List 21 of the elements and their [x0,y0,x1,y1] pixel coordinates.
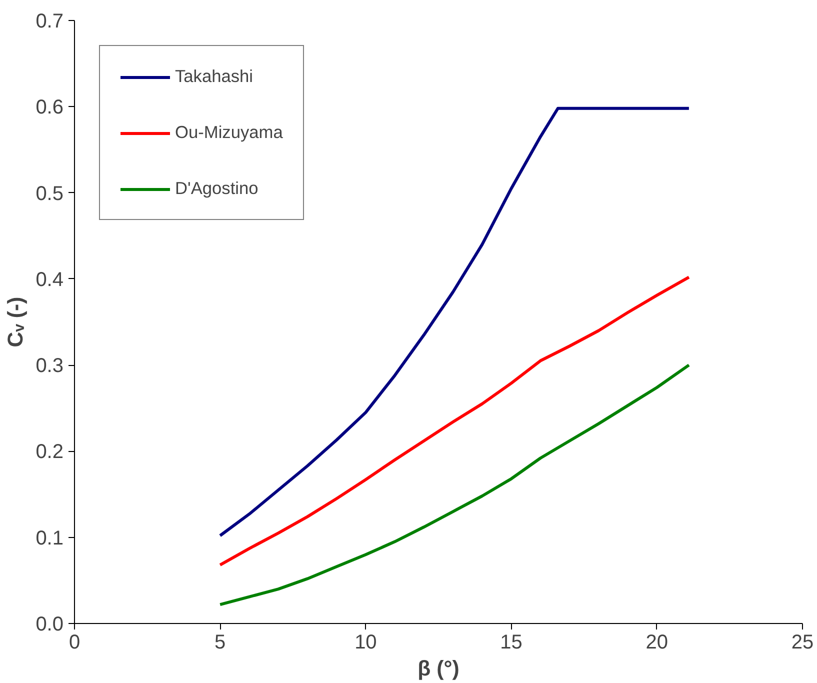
x-tick-label: 0 [68,632,80,654]
x-tick-label: 20 [646,632,668,654]
y-tick-label: 0.1 [36,527,64,550]
y-tick-label: 0.2 [36,441,64,464]
y-tick-label: 0.3 [36,355,64,378]
legend-label: Takahashi [175,66,254,87]
y-axis-title: Cᵥ (-) [4,296,28,348]
x-tick-label: 15 [500,632,522,654]
x-tick-label: 25 [791,632,814,654]
x-tick-label: 5 [214,632,226,654]
line-series [218,276,690,566]
y-tick-label: 0.0 [36,614,64,636]
legend-label: D'Agostino [175,178,258,199]
y-tick-label: 0.7 [36,10,64,32]
x-tick-label: 10 [354,632,377,654]
x-axis-title: β (°) [418,656,460,680]
line-series [218,364,690,606]
y-tick-label: 0.6 [36,96,64,119]
legend-label: Ou-Mizuyama [175,122,283,143]
y-tick-label: 0.5 [36,182,64,205]
y-tick-label: 0.4 [36,268,64,291]
